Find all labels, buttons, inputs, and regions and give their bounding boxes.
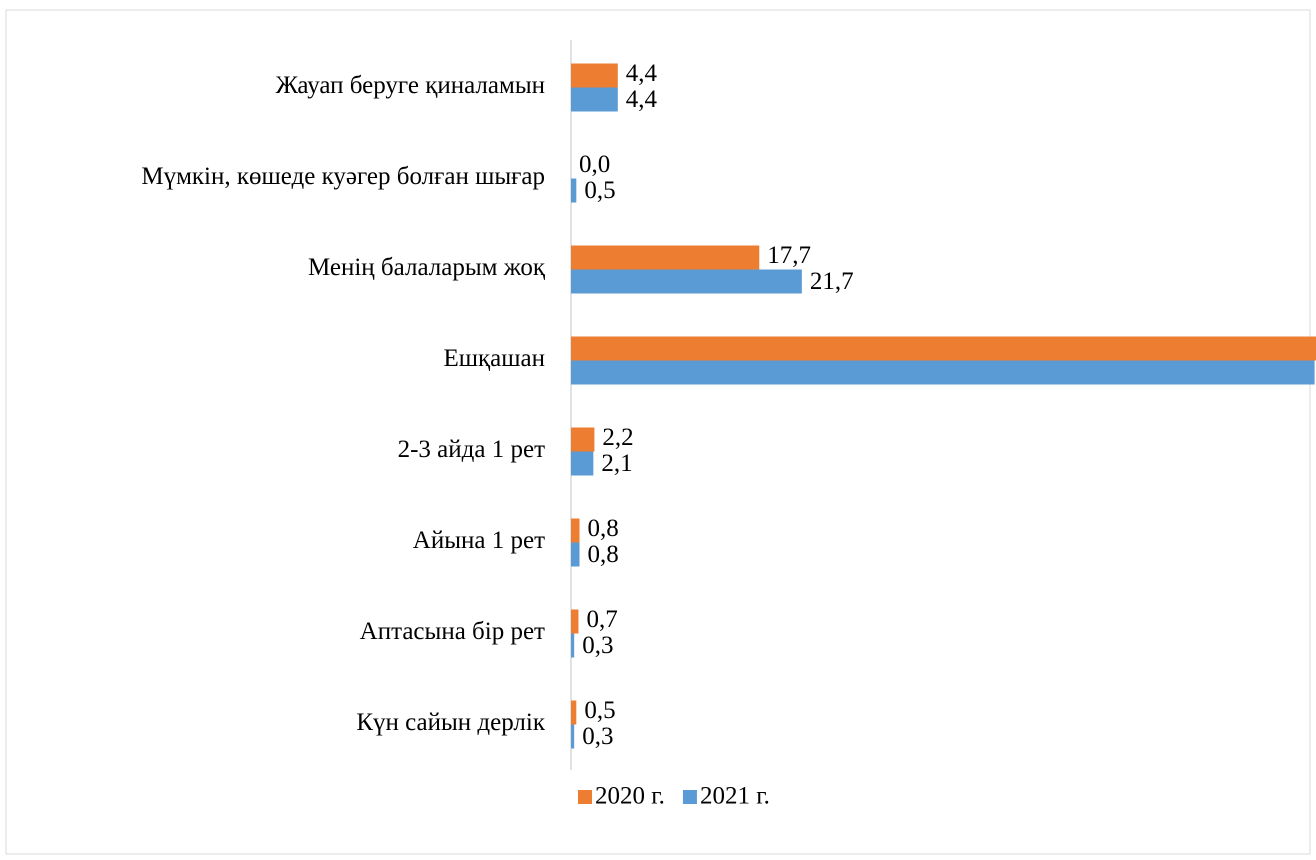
data-label: 0,3 bbox=[582, 632, 613, 659]
bar bbox=[571, 63, 618, 88]
data-label: 0,0 bbox=[579, 151, 610, 178]
y-tick-label: Менің балаларым жоқ bbox=[308, 254, 546, 281]
bar bbox=[571, 245, 760, 270]
data-label: 0,8 bbox=[588, 541, 619, 568]
data-label: 4,4 bbox=[626, 60, 658, 87]
bar bbox=[571, 724, 575, 749]
y-tick-label: Жауап беруге қиналамын bbox=[276, 72, 545, 99]
bar bbox=[571, 427, 595, 452]
legend-label: 2020 г. bbox=[595, 783, 665, 810]
legend-swatch bbox=[682, 790, 697, 804]
y-tick-label: 2-3 айда 1 рет bbox=[398, 436, 545, 463]
data-label: 0,7 bbox=[586, 606, 617, 633]
bar bbox=[571, 609, 579, 634]
bar bbox=[571, 269, 802, 294]
y-tick-label: Аптасына бір рет bbox=[360, 618, 545, 645]
bar bbox=[571, 700, 577, 725]
data-label: 17,7 bbox=[767, 242, 811, 269]
chart-border bbox=[5, 9, 1311, 855]
legend-swatch bbox=[578, 790, 592, 804]
data-label: 21,7 bbox=[810, 268, 854, 295]
data-label: 2,2 bbox=[602, 424, 633, 451]
data-label: 0,5 bbox=[584, 177, 615, 204]
bar bbox=[571, 542, 580, 567]
bar bbox=[571, 633, 575, 658]
bar bbox=[571, 518, 580, 543]
y-tick-label: Айына 1 рет bbox=[413, 527, 545, 554]
data-label: 4,4 bbox=[626, 86, 658, 113]
bar bbox=[571, 178, 577, 203]
bar bbox=[571, 336, 1316, 361]
bar bbox=[571, 87, 618, 112]
bar bbox=[571, 451, 594, 476]
legend-label: 2021 г. bbox=[700, 783, 770, 810]
data-label: 2,1 bbox=[601, 450, 632, 477]
data-label: 0,8 bbox=[588, 515, 619, 542]
y-tick-label: Мүмкін, көшеде куәгер болған шығар bbox=[141, 163, 545, 190]
y-tick-label: Күн сайын дерлік bbox=[356, 709, 546, 736]
data-label: 0,5 bbox=[584, 697, 615, 724]
data-label: 0,3 bbox=[582, 723, 613, 750]
bar bbox=[571, 360, 1315, 385]
y-tick-label: Ешқашан bbox=[444, 345, 546, 372]
